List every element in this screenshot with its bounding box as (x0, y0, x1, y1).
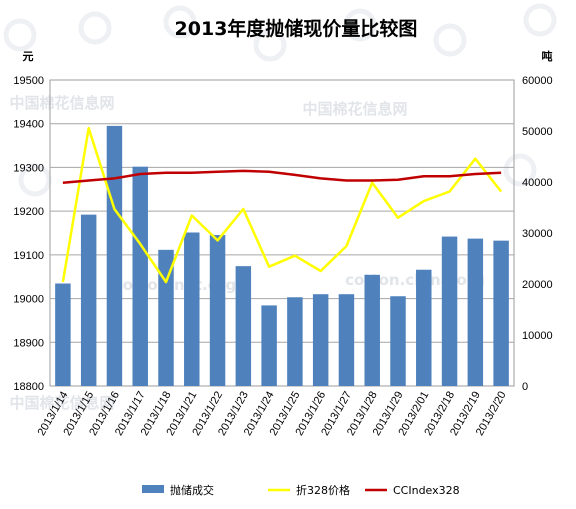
y-right-unit: 吨 (542, 49, 553, 63)
background-decoration (3, 3, 557, 197)
y-left-tick-label: 18900 (13, 337, 44, 349)
swirl-decoration (18, 163, 52, 197)
swirl-decoration (253, 28, 287, 62)
bar-2013/1/25 (287, 297, 303, 386)
bar-2013/1/22 (209, 235, 226, 386)
bar-2013/1/14 (55, 283, 71, 386)
bar-2013/1/28 (364, 274, 380, 386)
bar-2013/2/01 (416, 269, 432, 386)
y-right-tick-label: 60000 (522, 75, 553, 87)
bar-2013/1/18 (158, 249, 174, 386)
y-left-tick-label: 19000 (13, 294, 44, 306)
line-series-1 (62, 169, 502, 184)
line-series-0 (61, 126, 503, 284)
bar-2013/1/23 (235, 266, 252, 386)
bar-2013/1/16 (106, 125, 123, 387)
y-left-axis: 18800 18900 19000 19100 19200 19300 19400 19500 (13, 75, 44, 393)
y-right-tick-label: 30000 (522, 228, 553, 240)
y-left-unit: 元 (23, 50, 34, 63)
bar-2013/1/27 (338, 294, 355, 386)
bar-2013/1/26 (312, 294, 329, 386)
y-left-tick-label: 18800 (13, 381, 44, 393)
x-axis: 2013/1/142013/1/152013/1/162013/1/172013… (36, 389, 509, 437)
watermark-text: 中国棉花信息网 (9, 94, 114, 112)
watermark-text: 中国棉花信息网 (9, 394, 114, 412)
y-right-tick-label: 10000 (522, 330, 553, 342)
y-left-tick-label: 19200 (13, 206, 44, 218)
legend-label: CCIndex328 (393, 484, 460, 497)
swirl-decoration (343, 8, 377, 42)
swirl-decoration (433, 23, 467, 57)
swirl-decoration (78, 11, 112, 45)
legend-label: 抛储成交 (170, 483, 214, 497)
y-left-tick-label: 19400 (13, 119, 44, 131)
bar-2013/1/21 (184, 232, 200, 386)
y-left-tick-label: 19500 (13, 75, 44, 87)
gridlines (50, 123, 514, 343)
y-right-axis: 0 10000 20000 30000 40000 50000 60000 (522, 75, 553, 393)
y-right-tick-label: 0 (522, 381, 528, 393)
y-right-tick-label: 40000 (522, 177, 553, 189)
y-right-tick-label: 50000 (522, 126, 553, 138)
watermark-text: 中国棉花信息网 (302, 100, 407, 118)
y-left-tick-label: 19300 (13, 162, 44, 174)
bar-series (55, 125, 509, 387)
legend: 抛储成交 折328价格 CCIndex328 (142, 483, 460, 497)
legend-label: 折328价格 (296, 483, 350, 497)
y-right-tick-label: 20000 (522, 279, 553, 291)
bar-2013/1/15 (80, 214, 97, 386)
swirl-decoration (3, 18, 37, 52)
bar-2013/1/24 (261, 305, 277, 386)
plot-area-frame (49, 79, 515, 387)
swirl-decoration (503, 153, 537, 187)
y-left-tick-label: 19100 (13, 250, 44, 262)
bar-2013/1/17 (132, 166, 148, 386)
line-series (61, 126, 503, 284)
swirl-decoration (523, 3, 557, 37)
bar-2013/2/20 (493, 240, 509, 386)
bar-2013/1/29 (390, 296, 406, 386)
swirl-decoration (163, 5, 197, 39)
chart-title: 2013年度抛储现价量比较图 (175, 17, 418, 40)
bar-2013/2/19 (467, 238, 484, 386)
legend-swatch (142, 485, 164, 493)
bar-2013/2/18 (441, 236, 458, 386)
